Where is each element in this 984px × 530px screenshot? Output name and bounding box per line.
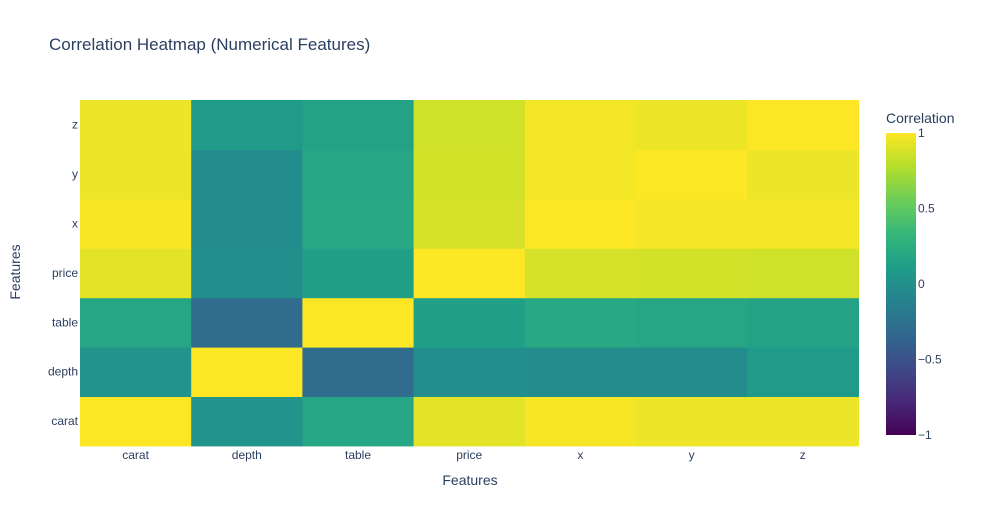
heatmap-cell-x-x	[524, 198, 637, 249]
heatmap-cell-price-z	[747, 248, 859, 299]
y-tick-label-x: x	[72, 217, 78, 231]
colorbar-tick-label: −1	[918, 428, 932, 442]
heatmap-cell-y-depth	[191, 149, 303, 200]
heatmap-cell-z-price	[413, 100, 526, 150]
x-tick-label-table: table	[345, 448, 371, 462]
heatmap-cell-carat-y	[636, 396, 748, 447]
heatmap-cell-y-x	[524, 149, 637, 200]
heatmap-cell-table-z	[747, 297, 859, 348]
heatmap-cell-y-carat	[80, 149, 192, 200]
colorbar-ticks: 1 0.5 0 −0.5 −1	[918, 126, 942, 442]
heatmap-cell-x-depth	[191, 198, 303, 249]
x-tick-label-z: z	[800, 448, 806, 462]
heatmap-cell-price-table	[302, 248, 415, 299]
colorbar-tick-label: 1	[918, 126, 925, 140]
heatmap-cell-depth-price	[413, 347, 526, 397]
heatmap-cell-depth-z	[747, 347, 859, 397]
heatmap-cell-carat-carat	[80, 396, 192, 447]
heatmap-cell-x-z	[747, 198, 859, 249]
heatmap-cell-z-y	[636, 100, 748, 150]
x-tick-label-x: x	[577, 448, 583, 462]
colorbar	[886, 133, 916, 435]
heatmap-cell-x-y	[636, 198, 748, 249]
heatmap-cell-table-carat	[80, 297, 192, 348]
x-axis-ticks: carat depth table price x y z	[122, 448, 806, 462]
x-tick-label-y: y	[689, 448, 695, 462]
heatmap-cell-table-table	[302, 297, 415, 348]
y-tick-label-depth: depth	[48, 365, 78, 379]
colorbar-tick-label: 0.5	[918, 202, 935, 216]
heatmap-cell-depth-y	[636, 347, 748, 397]
heatmap-cell-x-price	[413, 198, 526, 249]
y-axis-title: Features	[7, 244, 23, 299]
colorbar-tick-label: −0.5	[918, 353, 942, 367]
heatmap-cell-price-carat	[80, 248, 192, 299]
y-tick-label-y: y	[72, 167, 78, 181]
colorbar-title: Correlation	[886, 110, 954, 126]
heatmap-cell-y-y	[636, 149, 748, 200]
x-tick-label-depth: depth	[232, 448, 262, 462]
y-tick-label-carat: carat	[51, 414, 78, 428]
heatmap-cell-table-y	[636, 297, 748, 348]
y-tick-label-z: z	[72, 118, 78, 132]
heatmap-cell-z-z	[747, 100, 859, 150]
heatmap-cell-carat-table	[302, 396, 415, 447]
x-tick-label-carat: carat	[122, 448, 149, 462]
heatmap-cell-price-depth	[191, 248, 303, 299]
x-tick-label-price: price	[456, 448, 482, 462]
heatmap-cell-carat-depth	[191, 396, 303, 447]
heatmap-cell-table-x	[524, 297, 637, 348]
heatmap-cell-z-depth	[191, 100, 303, 150]
heatmap-cell-y-price	[413, 149, 526, 200]
heatmap-cell-price-y	[636, 248, 748, 299]
heatmap-cell-y-table	[302, 149, 415, 200]
y-axis-ticks: carat depth table price x y z	[48, 118, 79, 428]
heatmap-cell-x-carat	[80, 198, 192, 249]
heatmap-cell-x-table	[302, 198, 415, 249]
y-tick-label-table: table	[52, 315, 78, 329]
heatmap-cell-carat-price	[413, 396, 526, 447]
heatmap-cell-table-depth	[191, 297, 303, 348]
heatmap-cells	[80, 100, 859, 447]
colorbar-tick-label: 0	[918, 277, 925, 291]
heatmap-cell-carat-x	[524, 396, 637, 447]
heatmap-cell-z-carat	[80, 100, 192, 150]
heatmap-cell-z-table	[302, 100, 415, 150]
heatmap-cell-depth-table	[302, 347, 415, 397]
y-tick-label-price: price	[52, 266, 78, 280]
heatmap-cell-depth-carat	[80, 347, 192, 397]
heatmap-cell-depth-x	[524, 347, 637, 397]
heatmap-cell-price-x	[524, 248, 637, 299]
heatmap-cell-table-price	[413, 297, 526, 348]
chart-title: Correlation Heatmap (Numerical Features)	[49, 35, 370, 54]
heatmap-cell-y-z	[747, 149, 859, 200]
heatmap-cell-z-x	[524, 100, 637, 150]
x-axis-title: Features	[442, 472, 497, 488]
heatmap-cell-price-price	[413, 248, 526, 299]
heatmap-cell-carat-z	[747, 396, 859, 447]
heatmap-cell-depth-depth	[191, 347, 303, 397]
